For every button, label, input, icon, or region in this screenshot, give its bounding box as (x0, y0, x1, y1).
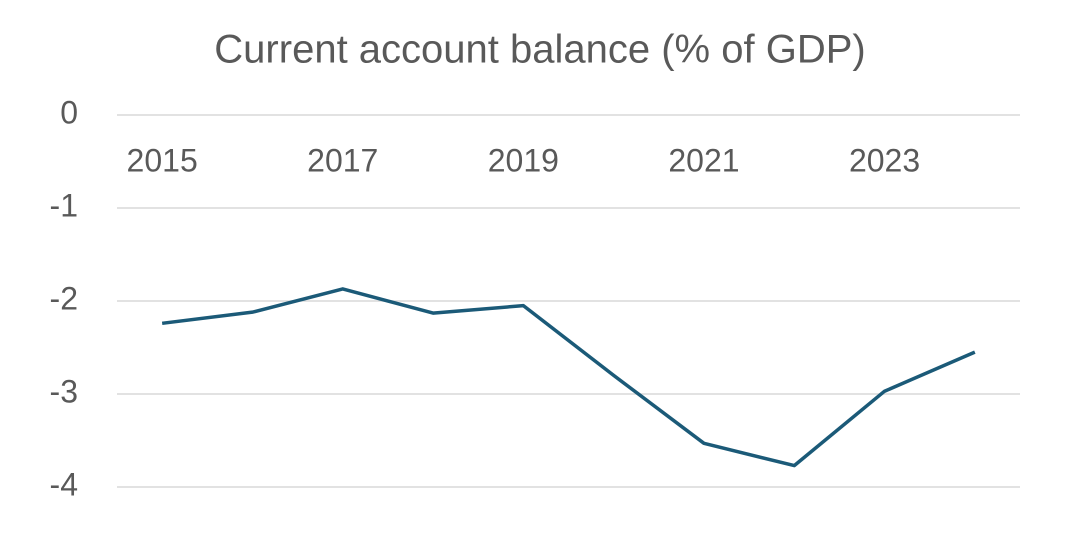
x-tick-label: 2021 (668, 142, 739, 178)
x-tick-label: 2017 (307, 142, 378, 178)
data-line (161, 287, 976, 468)
y-tick-label: -3 (50, 373, 78, 409)
x-tick-label: 2015 (127, 142, 198, 178)
y-tick-label: -1 (50, 187, 78, 223)
y-tick-label: 0 (60, 94, 78, 130)
x-tick-label: 2023 (849, 142, 920, 178)
y-tick-label: -4 (50, 466, 78, 502)
y-tick-label: -2 (50, 280, 78, 316)
x-tick-label: 2019 (488, 142, 559, 178)
chart-title: Current account balance (% of GDP) (214, 28, 865, 72)
